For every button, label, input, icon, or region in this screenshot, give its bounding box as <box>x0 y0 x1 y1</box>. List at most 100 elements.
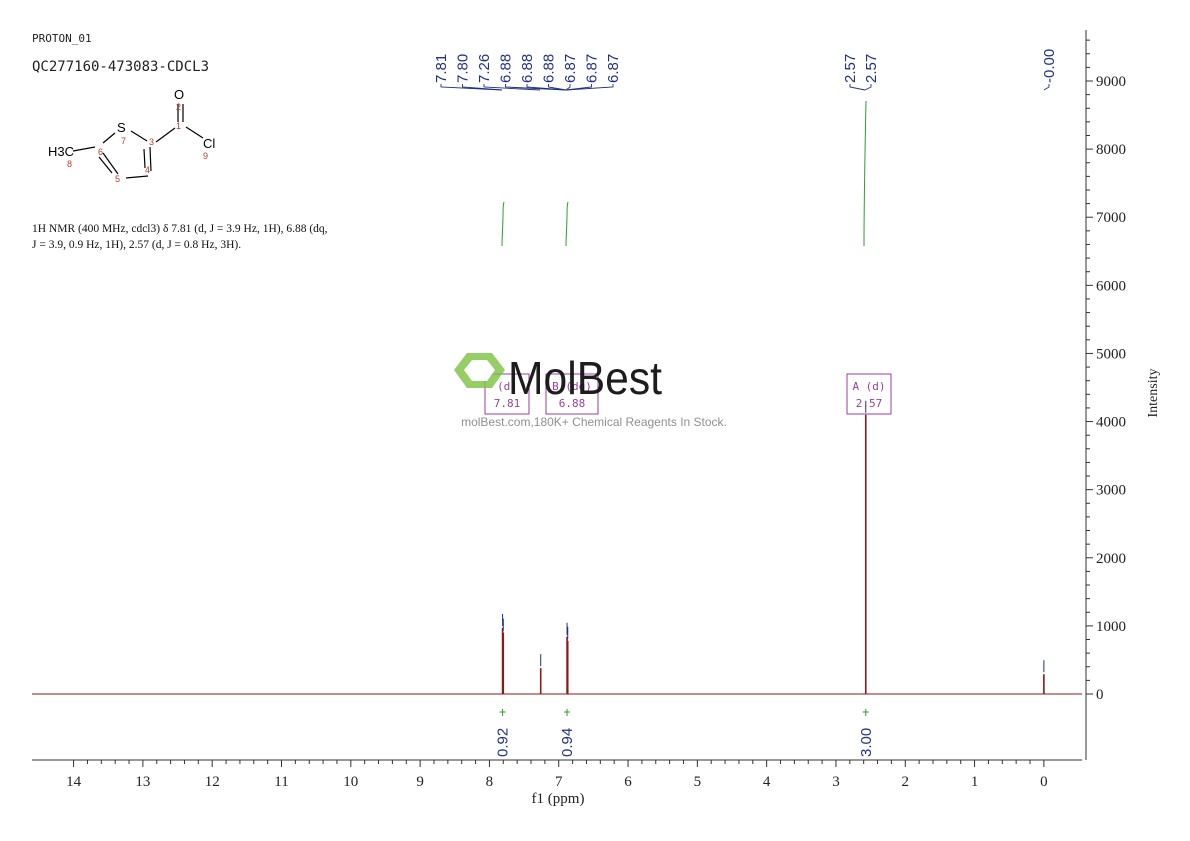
peak-label: 6.88 <box>541 54 558 83</box>
integral-curve-6-88 <box>565 201 569 247</box>
x-tick-label: 8 <box>486 774 494 790</box>
peak-label-connector <box>565 84 614 91</box>
y-tick-label: 5000 <box>1096 346 1126 362</box>
y-tick-label: 8000 <box>1096 142 1126 158</box>
peak-label: 6.87 <box>584 54 601 83</box>
peak-label-connector <box>1043 84 1050 91</box>
peak-label: 6.88 <box>498 54 515 83</box>
x-tick-label: 3 <box>832 774 840 790</box>
integral-curve-2-57 <box>863 100 867 247</box>
bond-c8-c6 <box>72 146 96 152</box>
svg-text:(d): (d) <box>497 380 517 393</box>
x-tick-label: 0 <box>1040 774 1048 790</box>
atom-number-4: 4 <box>145 165 150 175</box>
peak-label-connector <box>864 84 872 91</box>
atom-number-6: 6 <box>98 147 103 157</box>
integral-value: 3.00 <box>858 728 875 757</box>
peak-label: 7.80 <box>455 54 472 83</box>
molecule-structure <box>72 104 204 179</box>
y-tick-label: 4000 <box>1096 415 1126 431</box>
y-tick-label: 3000 <box>1096 483 1126 499</box>
x-tick-label: 5 <box>694 774 702 790</box>
svg-text:A (d): A (d) <box>852 380 885 393</box>
peak-label-connector <box>526 84 567 91</box>
atom-chlorine: Cl <box>203 136 215 151</box>
x-tick-label: 1 <box>971 774 979 790</box>
atom-sulfur: S <box>117 120 126 135</box>
y-axis-ticks: 0 1000 2000 3000 4000 5000 6000 7000 8000 9000 <box>1086 39 1126 703</box>
x-tick-label: 13 <box>135 774 150 790</box>
atom-oxygen: O <box>174 87 184 102</box>
svg-text:6.88: 6.88 <box>559 397 586 410</box>
x-tick-label: 10 <box>343 774 358 790</box>
bond-c3-c4 <box>149 146 152 172</box>
bond-c3-c1 <box>155 127 176 143</box>
peak-label-connector <box>462 84 503 91</box>
sample-id: QC277160-473083-CDCL3 <box>32 59 209 75</box>
x-tick-label: 7 <box>555 774 563 790</box>
atom-number-3: 3 <box>149 137 154 147</box>
x-tick-label: 12 <box>205 774 220 790</box>
x-tick-label: 9 <box>416 774 424 790</box>
atom-number-8: 8 <box>67 159 72 169</box>
bond-c3-c4-double <box>143 148 146 169</box>
atom-number-5: 5 <box>115 174 120 184</box>
peak-labels: 7.81 7.80 7.26 6.88 6.88 6.88 6.87 6.87 6.87 2.57… <box>433 49 1058 91</box>
peak-label: 2.57 <box>863 54 880 83</box>
multiplet-box-1: (d) 7.81 <box>484 373 530 415</box>
y-tick-label: 6000 <box>1096 278 1126 294</box>
spectrum-peaks <box>501 414 1045 694</box>
atom-number-2: 2 <box>176 102 181 112</box>
x-tick-label: 14 <box>66 774 82 790</box>
svg-text:7.81: 7.81 <box>494 397 521 410</box>
bond-c5-c6 <box>102 152 119 175</box>
integral-values: 0.92 0.94 3.00 <box>495 709 875 757</box>
y-tick-label: 7000 <box>1096 210 1126 226</box>
y-tick-label: 1000 <box>1096 619 1126 635</box>
peak-label: 7.26 <box>476 54 493 83</box>
peak-label: 6.87 <box>605 54 622 83</box>
atom-number-9: 9 <box>203 151 208 161</box>
peak-label: 6.87 <box>562 54 579 83</box>
x-tick-label: 4 <box>763 774 771 790</box>
nmr-summary-line-2: J = 3.9, 0.9 Hz, 1H), 2.57 (d, J = 0.8 H… <box>32 239 241 251</box>
integral-value: 0.92 <box>495 728 512 757</box>
nmr-summary-line-1: 1H NMR (400 MHz, cdcl3) δ 7.81 (d, J = 3… <box>32 223 328 235</box>
y-tick-label: 2000 <box>1096 551 1126 567</box>
watermark-tagline: molBest.com,180K+ Chemical Reagents In S… <box>461 415 727 429</box>
atom-methyl: H3C <box>48 144 74 159</box>
svg-text:B (dq): B (dq) <box>552 380 592 393</box>
molbest-watermark: MolBest molBest.com,180K+ Chemical Reage… <box>454 352 727 429</box>
watermark-brand: MolBest <box>508 352 662 404</box>
integral-curve-7-81 <box>501 201 505 247</box>
peak-label: 7.81 <box>433 54 450 83</box>
y-tick-label: 0 <box>1096 687 1104 703</box>
peak-label-connector <box>440 84 503 91</box>
bond-c6-s <box>102 132 116 144</box>
peak-label-connector <box>548 84 567 91</box>
peak-label: 2.57 <box>842 54 859 83</box>
x-tick-label: 2 <box>902 774 910 790</box>
bond-c5-c6-double <box>98 156 113 174</box>
y-axis-label: Intensity <box>1146 369 1161 418</box>
peak-label-connector <box>849 84 866 91</box>
peak-label: 6.88 <box>519 54 536 83</box>
peak-top-markers <box>502 400 1045 673</box>
bond-c1-cl <box>185 126 204 139</box>
peak-label-connector <box>565 84 571 91</box>
x-tick-label: 6 <box>624 774 632 790</box>
x-axis-label: f1 (ppm) <box>532 791 585 807</box>
peak-label-connector <box>565 84 592 91</box>
peak-label: -0.00 <box>1041 49 1058 83</box>
multiplet-box-2: B (dq) 6.88 <box>545 373 599 415</box>
molbest-logo-icon <box>454 353 505 388</box>
y-tick-label: 9000 <box>1096 74 1126 90</box>
x-tick-label: 11 <box>274 774 288 790</box>
multiplet-box-3: A (d) 2.57 <box>846 373 892 415</box>
peak-label-connector <box>505 84 567 91</box>
x-axis-ticks: 14 13 12 11 10 9 8 7 6 5 4 3 2 1 0 <box>66 760 1048 790</box>
atom-number-1: 1 <box>176 121 181 131</box>
atom-number-7: 7 <box>121 136 126 146</box>
spectrum-id: PROTON_01 <box>32 32 92 45</box>
